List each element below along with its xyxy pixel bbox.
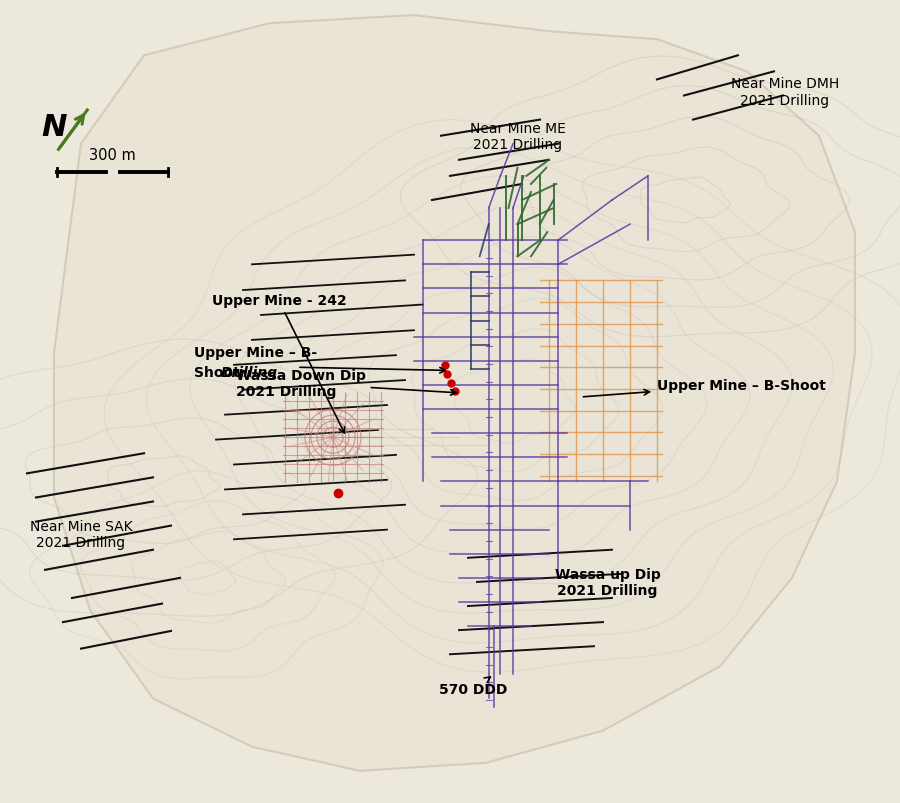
Text: Shoot: Shoot (194, 365, 244, 379)
Text: 570 DDD: 570 DDD (439, 677, 508, 696)
Text: N: N (41, 112, 67, 141)
Text: Drilling: Drilling (220, 365, 277, 379)
Text: Wassa Down Dip
2021 Drilling: Wassa Down Dip 2021 Drilling (236, 369, 456, 399)
Text: Near Mine SAK
2021 Drilling: Near Mine SAK 2021 Drilling (30, 519, 132, 549)
Text: Upper Mine – B-Shoot: Upper Mine – B-Shoot (583, 378, 826, 397)
Text: Upper Mine – B-: Upper Mine – B- (194, 345, 317, 359)
Polygon shape (54, 16, 855, 771)
Text: Near Mine DMH
2021 Drilling: Near Mine DMH 2021 Drilling (731, 77, 839, 108)
Text: Upper Mine - 242: Upper Mine - 242 (212, 294, 346, 434)
Text: Near Mine ME
2021 Drilling: Near Mine ME 2021 Drilling (470, 121, 565, 152)
Text: Wassa up Dip
2021 Drilling: Wassa up Dip 2021 Drilling (554, 567, 661, 597)
Text: 300 m: 300 m (89, 148, 136, 163)
